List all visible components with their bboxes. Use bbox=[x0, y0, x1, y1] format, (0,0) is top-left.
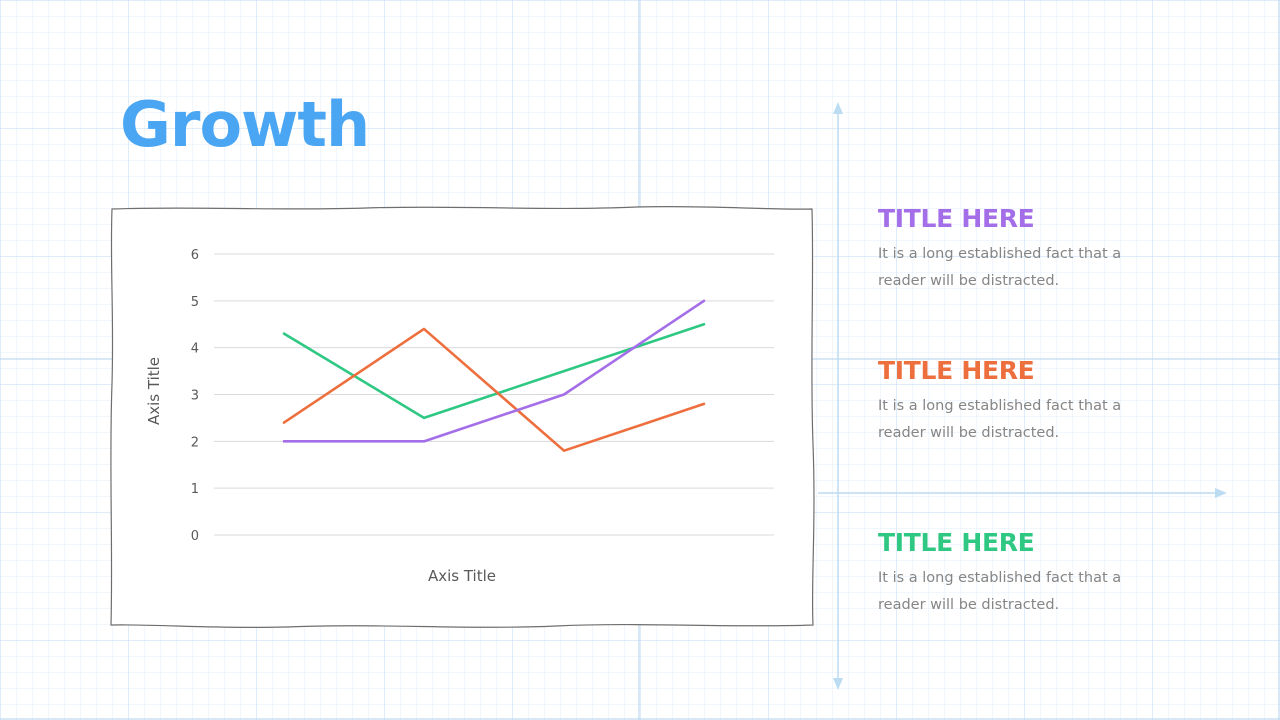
y-tick-label: 6 bbox=[191, 248, 199, 263]
info-title: TITLE HERE bbox=[878, 204, 1035, 233]
series-line-2 bbox=[282, 327, 706, 452]
series-lines bbox=[282, 299, 706, 452]
y-tick-label: 1 bbox=[191, 482, 199, 497]
series-line-3 bbox=[282, 299, 706, 443]
info-text: It is a long established fact that a rea… bbox=[878, 246, 1122, 289]
y-tick-label: 3 bbox=[191, 389, 199, 404]
slide-title: Growth bbox=[120, 88, 370, 161]
arrow-down-icon bbox=[833, 678, 843, 690]
x-axis-title: Axis Title bbox=[428, 567, 496, 585]
y-tick-label: 0 bbox=[191, 529, 199, 544]
info-title: TITLE HERE bbox=[878, 356, 1035, 385]
line-chart: 0 1 2 3 4 5 6 Axis Title Axis Title bbox=[110, 205, 815, 629]
arrow-up-icon bbox=[833, 102, 843, 114]
y-axis-title: Axis Title bbox=[145, 357, 163, 425]
info-item-orange: TITLE HERE It is a long established fact… bbox=[878, 356, 1138, 447]
y-tick-label: 2 bbox=[191, 435, 199, 450]
info-item-purple: TITLE HERE It is a long established fact… bbox=[878, 204, 1138, 295]
info-item-green: TITLE HERE It is a long established fact… bbox=[878, 528, 1138, 619]
sketch-frame bbox=[110, 205, 815, 629]
info-title: TITLE HERE bbox=[878, 528, 1035, 557]
y-tick-label: 5 bbox=[191, 295, 199, 310]
arrow-right-icon bbox=[1215, 488, 1227, 498]
info-text: It is a long established fact that a rea… bbox=[878, 398, 1122, 441]
y-tick-label: 4 bbox=[191, 342, 199, 357]
y-tick-labels: 0 1 2 3 4 5 6 bbox=[191, 248, 199, 544]
info-text: It is a long established fact that a rea… bbox=[878, 570, 1122, 613]
